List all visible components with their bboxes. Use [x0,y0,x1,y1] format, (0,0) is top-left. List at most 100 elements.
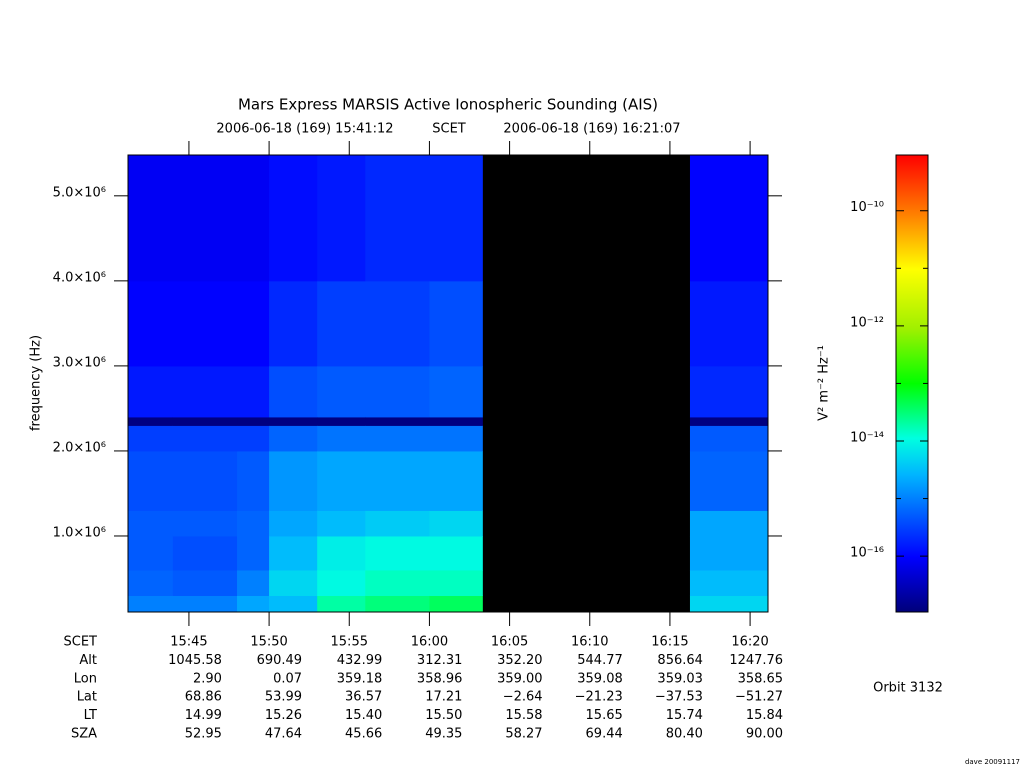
spectrogram-cell [317,416,366,426]
spectrogram-cell [237,365,270,418]
spectrogram-cell [269,425,318,452]
spectrogram-cell [689,535,719,571]
spectrogram-cell [365,450,430,511]
x-tick-label: 16:20 [731,635,768,650]
ephemeris-value: 49.35 [425,727,462,742]
spectrogram-cell [269,416,318,426]
spectrogram-cell [317,155,366,282]
spectrogram-cell [128,365,174,418]
spectrogram-cell [269,535,318,571]
spectrogram-cell [317,510,366,537]
x-tick-label: 16:05 [491,635,528,650]
spectrogram-cell [237,416,270,426]
spectrogram-cell [317,280,366,367]
ephemeris-value: 0.07 [273,671,302,686]
ephemeris-row-label: SZA [71,727,97,742]
colorbar-tick-label: 10⁻¹⁶ [850,546,884,561]
spectrogram-cell [172,569,238,597]
spectrogram-cell [172,595,238,613]
spectrogram-cell [128,280,174,367]
spectrogram-cell [269,155,318,282]
ephemeris-value: 359.00 [497,671,543,686]
y-tick-label: 5.0×10⁶ [53,185,106,200]
x-tick-label: 15:55 [331,635,368,650]
spectrogram-cell [365,155,430,282]
spectrogram-cell [689,280,719,367]
y-tick-label: 1.0×10⁶ [53,525,106,540]
spectrogram-cell [365,416,430,426]
spectrogram-cell [718,535,769,571]
ephemeris-value: 53.99 [265,690,302,705]
ephemeris-value: 690.49 [257,653,303,668]
spectrogram-cell [365,510,430,537]
spectrogram-cell [429,280,483,367]
spectrogram-cell [365,535,430,571]
spectrogram-cell [317,595,366,613]
ephemeris-value: 15.50 [425,708,462,723]
spectrogram-cell [172,425,238,452]
ephemeris-row-label: SCET [64,635,98,650]
ephemeris-value: 47.64 [265,727,302,742]
colorbar-tick-label: 10⁻¹⁰ [850,200,884,215]
spectrogram-cell [365,365,430,418]
spectrogram-cell [718,155,769,282]
x-tick-label: 16:15 [651,635,688,650]
spectrogram-cell [689,365,719,418]
ephemeris-value: 432.99 [337,653,383,668]
spectrogram-cell [689,155,719,282]
y-tick-label: 3.0×10⁶ [53,355,106,370]
spectrogram-cell [365,595,430,613]
spectrogram-cell [317,569,366,597]
spectrogram-cell [237,569,270,597]
spectrogram-cell [429,450,483,511]
y-axis-label: frequency (Hz) [29,335,44,431]
ephemeris-value: −51.27 [735,690,783,705]
ephemeris-value: 358.96 [417,671,463,686]
spectrogram-cell [718,595,769,613]
spectrogram-cell [172,450,238,511]
spectrogram-cell [269,450,318,511]
x-tick-label: 16:00 [411,635,448,650]
colorbar [895,154,929,613]
ephemeris-value: 14.99 [185,708,222,723]
spectrogram-cell [128,595,174,613]
ephemeris-value: 359.18 [337,671,383,686]
ephemeris-value: 17.21 [425,690,462,705]
spectrogram-cell [128,450,174,511]
spectrogram-cell [718,450,769,511]
ephemeris-value: 68.86 [185,690,222,705]
x-tick-label: 15:45 [170,635,207,650]
end-time: 2006-06-18 (169) 16:21:07 [503,122,680,137]
spectrogram-cell [269,569,318,597]
spectrogram-cell [365,280,430,367]
ephemeris-value: −2.64 [503,690,543,705]
spectrogram-cell [718,416,769,426]
spectrogram-cell [128,510,174,537]
spectrogram-cell [689,416,719,426]
ephemeris-value: 90.00 [746,727,783,742]
ephemeris-value: 352.20 [497,653,543,668]
ephemeris-row-label: Alt [79,653,97,668]
ephemeris-value: 1045.58 [168,653,222,668]
spectrogram-cell [128,569,174,597]
spectrogram-cell [269,280,318,367]
ephemeris-row-label: Lon [74,671,97,686]
spectrogram-cell [269,365,318,418]
x-tick-label: 15:50 [250,635,287,650]
ephemeris-value: 15.40 [345,708,382,723]
ephemeris-value: 15.58 [505,708,542,723]
spectrogram-cell [429,595,483,613]
spectrogram-cell [317,365,366,418]
ephemeris-value: 15.26 [265,708,302,723]
spectrogram-cell [689,450,719,511]
spectrogram-cell [689,595,719,613]
ephemeris-value: 358.65 [738,671,784,686]
spectrogram-cell [718,510,769,537]
ephemeris-value: 15.74 [666,708,703,723]
spectrogram-cell [172,535,238,571]
spectrogram-cell [269,595,318,613]
spectrogram-cell [317,535,366,571]
ephemeris-value: 856.64 [657,653,703,668]
spectrogram-cell [237,155,270,282]
